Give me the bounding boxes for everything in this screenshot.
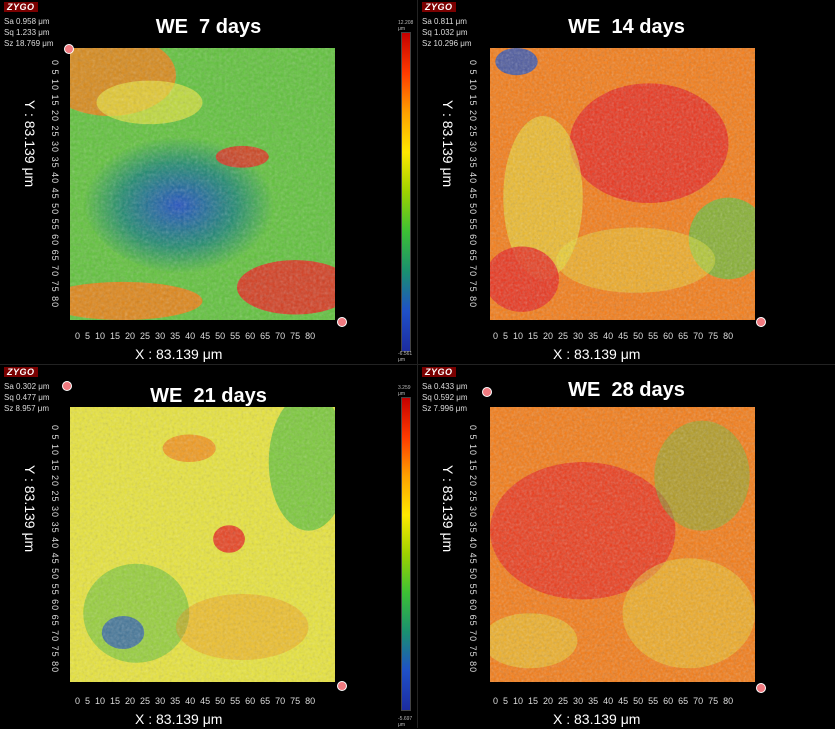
colorbar-min: -5.697 μm (398, 716, 413, 728)
stat-sz: Sz 8.957 μm (4, 404, 50, 413)
zygo-logo: ZYGO (4, 367, 38, 377)
colorbar-max: 12.208 μm (398, 20, 414, 32)
surface-height-map (70, 407, 335, 682)
y-axis-label: Y : 83.139 μm (22, 100, 38, 188)
stat-sq: Sq 1.032 μm (422, 28, 468, 37)
roughness-stats: Sa 0.302 μm Sq 0.477 μm Sz 8.957 μm (4, 381, 50, 414)
panel-divider-horizontal (0, 364, 835, 365)
zygo-logo: ZYGO (422, 367, 456, 377)
stat-sz: Sz 10.296 μm (422, 39, 472, 48)
y-axis-ticks: 0 5 10 15 20 25 30 35 40 45 50 55 60 65 … (50, 60, 60, 309)
panel-title: WE 28 days (568, 379, 685, 401)
stat-sz: Sz 18.769 μm (4, 39, 54, 48)
stat-sa: Sa 0.302 μm (4, 382, 50, 391)
stat-sa: Sa 0.811 μm (422, 17, 467, 26)
panel-title: WE 7 days (155, 16, 262, 38)
stat-sq: Sq 0.477 μm (4, 393, 50, 402)
rotation-handle-top[interactable] (62, 381, 72, 391)
stat-sa: Sa 0.433 μm (422, 382, 468, 391)
x-axis-label: X : 83.139 μm (135, 711, 223, 727)
x-axis-label: X : 83.139 μm (553, 711, 641, 727)
x-axis-ticks: 0 5 10 15 20 25 30 35 40 45 50 55 60 65 … (493, 331, 734, 341)
y-axis-ticks: 0 5 10 15 20 25 30 35 40 45 50 55 60 65 … (50, 425, 60, 674)
height-colorbar (401, 397, 411, 711)
x-axis-ticks: 0 5 10 15 20 25 30 35 40 45 50 55 60 65 … (493, 696, 734, 706)
surface-height-map (70, 48, 335, 320)
y-axis-label: Y : 83.139 μm (440, 465, 456, 553)
x-axis-ticks: 0 5 10 15 20 25 30 35 40 45 50 55 60 65 … (75, 331, 316, 341)
roughness-stats: Sa 0.811 μm Sq 1.032 μm Sz 10.296 μm (422, 16, 472, 49)
y-axis-ticks: 0 5 10 15 20 25 30 35 40 45 50 55 60 65 … (468, 425, 478, 674)
stat-sa: Sa 0.958 μm (4, 17, 50, 26)
surface-height-map (490, 407, 755, 682)
y-axis-label: Y : 83.139 μm (22, 465, 38, 553)
colorbar-max: 3.259 μm (398, 385, 411, 397)
zygo-logo: ZYGO (4, 2, 38, 12)
roughness-stats: Sa 0.958 μm Sq 1.233 μm Sz 18.769 μm (4, 16, 54, 49)
panel-we-7-days: ZYGO Sa 0.958 μm Sq 1.233 μm Sz 18.769 μ… (0, 0, 417, 364)
rotation-handle-top[interactable] (64, 44, 74, 54)
stat-sz: Sz 7.996 μm (422, 404, 468, 413)
surface-height-map (490, 48, 755, 320)
rotation-handle-top[interactable] (482, 387, 492, 397)
zygo-logo: ZYGO (422, 2, 456, 12)
panel-we-28-days: ZYGO Sa 0.433 μm Sq 0.592 μm Sz 7.996 μm… (418, 365, 835, 729)
panel-title: WE 14 days (568, 16, 685, 38)
rotation-handle-bottom[interactable] (756, 317, 766, 327)
stat-sq: Sq 0.592 μm (422, 393, 468, 402)
x-axis-ticks: 0 5 10 15 20 25 30 35 40 45 50 55 60 65 … (75, 696, 316, 706)
rotation-handle-bottom[interactable] (337, 681, 347, 691)
y-axis-ticks: 0 5 10 15 20 25 30 35 40 45 50 55 60 65 … (468, 60, 478, 309)
rotation-handle-bottom[interactable] (756, 683, 766, 693)
panel-we-14-days: ZYGO Sa 0.811 μm Sq 1.032 μm Sz 10.296 μ… (418, 0, 835, 364)
panel-title: WE 21 days (150, 385, 267, 407)
height-colorbar (401, 32, 411, 352)
stat-sq: Sq 1.233 μm (4, 28, 50, 37)
rotation-handle-bottom[interactable] (337, 317, 347, 327)
colorbar-min: -6.561 μm (398, 351, 413, 363)
x-axis-label: X : 83.139 μm (553, 346, 641, 362)
panel-we-21-days: ZYGO Sa 0.302 μm Sq 0.477 μm Sz 8.957 μm… (0, 365, 417, 729)
x-axis-label: X : 83.139 μm (135, 346, 223, 362)
y-axis-label: Y : 83.139 μm (440, 100, 456, 188)
roughness-stats: Sa 0.433 μm Sq 0.592 μm Sz 7.996 μm (422, 381, 468, 414)
